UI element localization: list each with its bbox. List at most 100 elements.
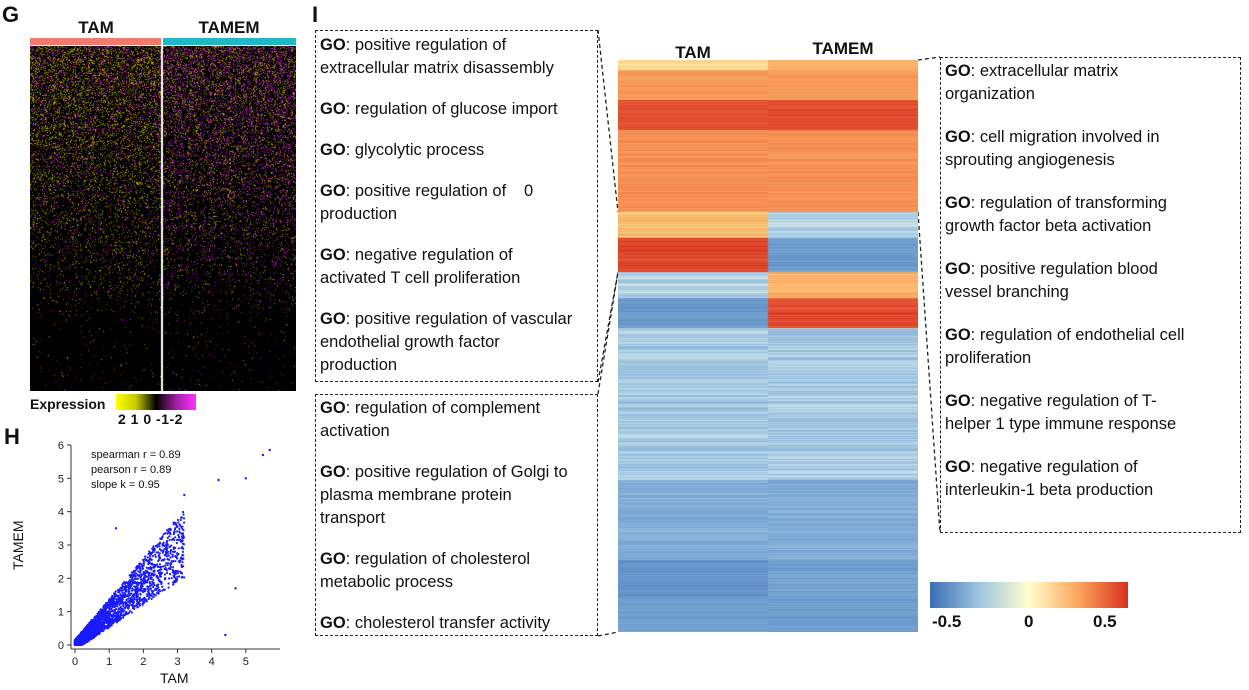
scatter-point <box>147 597 150 601</box>
scatter-point <box>102 629 105 632</box>
scatter-point <box>118 616 121 620</box>
go-term: GO: positive regulation of extracellular … <box>320 34 554 80</box>
go-prefix: GO <box>320 310 346 328</box>
scatter-point <box>178 530 181 533</box>
scatter-point <box>160 571 164 575</box>
scatter-point <box>177 535 181 539</box>
scatter-point <box>136 577 140 580</box>
scatter-point <box>182 513 185 516</box>
go-prefix: GO <box>320 100 346 118</box>
scatter-point <box>135 596 138 599</box>
scatter-point <box>120 595 123 598</box>
heatmap-i-colorbar <box>930 582 1128 608</box>
scatter-point <box>127 594 130 597</box>
scatter-point <box>134 589 137 593</box>
scatter-point <box>121 589 124 592</box>
scatter-point <box>83 634 86 638</box>
stats-slope: slope k = 0.95 <box>91 479 160 491</box>
scatter-point <box>97 617 100 621</box>
scatter-point <box>78 639 82 642</box>
scatter-point <box>139 592 142 595</box>
scatter-point <box>162 533 165 536</box>
scatter-point <box>171 553 174 556</box>
connector-left-top-upper <box>597 29 619 213</box>
scatter-point <box>169 573 172 576</box>
go-term-line: production <box>320 356 398 374</box>
go-prefix: GO <box>945 326 971 344</box>
go-box-right <box>940 57 1241 533</box>
scatter-point <box>162 588 165 591</box>
scatter-point <box>146 585 149 588</box>
scatter-point <box>122 616 125 619</box>
scatter-xlabel: TAM <box>160 670 189 686</box>
scatter-point <box>154 555 157 558</box>
scatter-point <box>163 567 166 571</box>
scatter-point <box>129 576 132 579</box>
scatter-point <box>111 606 114 609</box>
scatter-point <box>130 603 133 606</box>
go-prefix: GO <box>945 260 971 278</box>
go-term: GO: negative regulation of T-helper 1 ty… <box>945 390 1176 436</box>
scatter-point <box>110 618 113 621</box>
scatter-point <box>176 530 179 533</box>
go-term-line: : negative regulation of <box>970 458 1138 476</box>
scatter-point <box>146 575 149 578</box>
scatter-point <box>84 641 87 644</box>
scatter-point <box>153 583 156 587</box>
scatter-point <box>181 561 184 564</box>
scatter-point <box>94 620 97 623</box>
scatter-point <box>144 558 148 561</box>
scatter-point <box>83 630 86 633</box>
scatter-point <box>244 477 248 480</box>
scatter-point <box>159 537 162 540</box>
scatter-point <box>153 565 157 568</box>
scatter-point <box>125 604 128 608</box>
connector-right-upper <box>917 56 941 61</box>
x-tick-label: 0 <box>72 656 78 668</box>
scatter-point <box>117 600 120 603</box>
scatter-point <box>114 527 118 530</box>
go-term-line: vessel branching <box>945 283 1069 301</box>
scatter-point <box>135 588 138 591</box>
scatter-point <box>93 625 96 628</box>
scatter-point <box>118 597 121 600</box>
scatter-point <box>151 580 154 583</box>
heatmap-g: TAM TAMEM <box>30 0 296 420</box>
scatter-point <box>157 565 160 569</box>
scatter-point <box>124 584 127 587</box>
go-term: GO: cell migration involved in sprouting … <box>945 126 1160 172</box>
scatter-point <box>139 598 142 601</box>
expression-legend-title: Expression <box>30 396 106 412</box>
scatter-point <box>122 593 125 596</box>
scatter-point <box>131 576 134 579</box>
scatter-point <box>148 574 152 577</box>
go-prefix: GO <box>320 182 346 200</box>
go-box-left-top <box>315 30 598 382</box>
scatter-point <box>178 575 181 578</box>
scatter-point <box>175 525 178 529</box>
scatter-point <box>125 588 128 591</box>
scatter-point <box>160 581 163 584</box>
scatter-point <box>145 575 148 578</box>
scatter-point <box>131 578 134 581</box>
stats-spearman: spearman r = 0.89 <box>91 449 181 461</box>
scatter-point <box>82 636 85 639</box>
go-term-line: interleukin-1 beta production <box>945 481 1154 499</box>
scatter-point <box>181 536 184 540</box>
scatter-point <box>113 618 116 622</box>
scatter-point <box>123 613 126 616</box>
scatter-point <box>167 577 171 580</box>
scatter-point <box>159 574 162 578</box>
heatmap-i-column-label-tamem: TAMEM <box>812 39 874 58</box>
colorbar-tick-zero: 0 <box>1024 612 1034 631</box>
go-term-line: helper 1 type immune response <box>945 415 1177 433</box>
scatter-point <box>113 614 116 617</box>
go-term-line: : extracellular matrix <box>970 62 1119 80</box>
scatter-point <box>173 530 176 533</box>
scatter-point <box>175 578 179 581</box>
scatter-point <box>95 634 98 637</box>
scatter-point <box>113 593 116 596</box>
scatter-point <box>172 581 175 584</box>
scatter-point <box>80 643 83 646</box>
scatter-point <box>94 629 98 633</box>
